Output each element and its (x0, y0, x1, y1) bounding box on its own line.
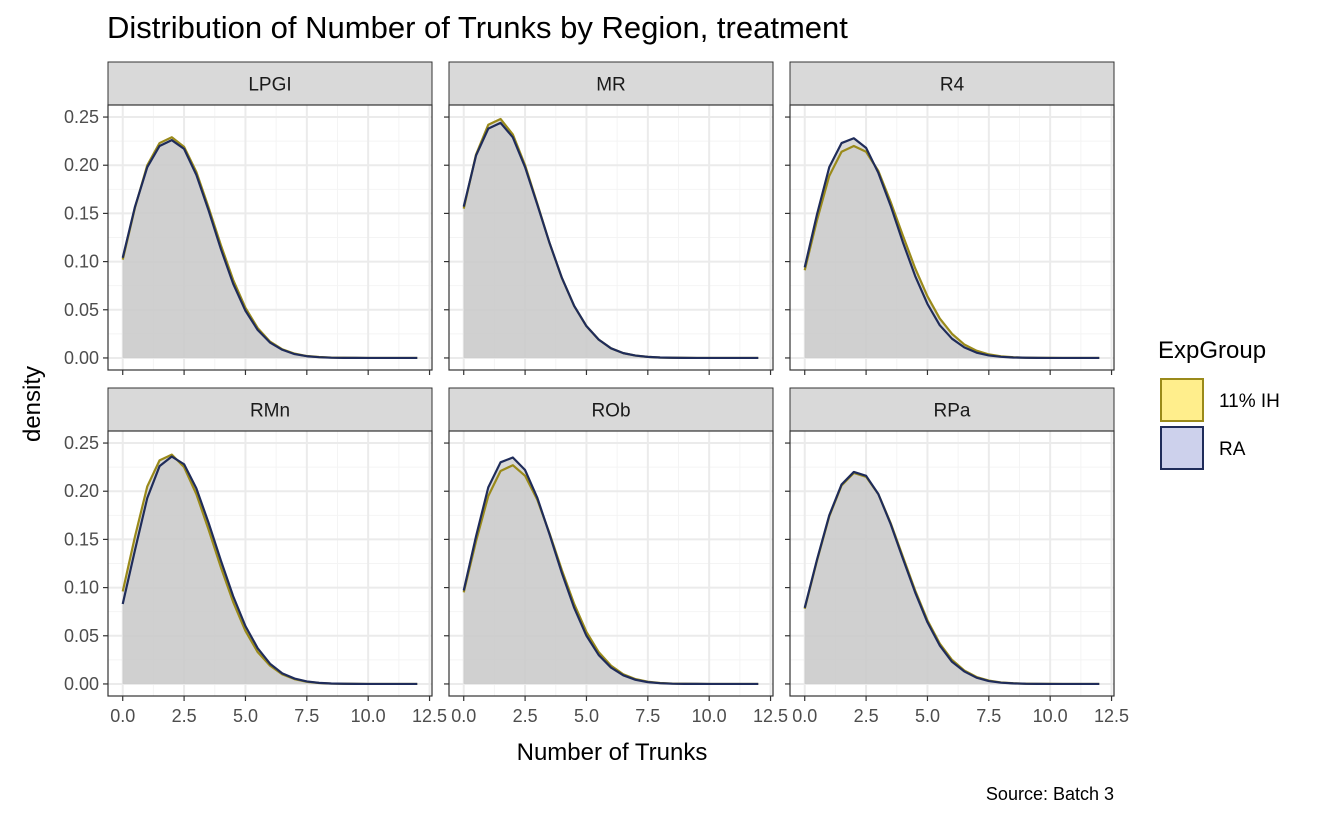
facet-panel-r4: R4 (785, 61, 1115, 375)
density-line-ra (462, 121, 759, 360)
legend-key-swatch (1160, 378, 1204, 422)
x-tick-label: 0.0 (110, 706, 135, 726)
x-tick-label: 0.0 (451, 706, 476, 726)
x-tick-label: 0.0 (792, 706, 817, 726)
x-tick-label: 10.0 (1033, 706, 1068, 726)
x-tick-label: 12.5 (1094, 706, 1129, 726)
facet-strip (789, 61, 1115, 106)
facet-strip (789, 387, 1115, 432)
density-area-ra (804, 138, 1100, 358)
legend-key-swatch (1160, 426, 1204, 470)
density-line-ra (803, 137, 1100, 360)
x-tick-label: 7.5 (976, 706, 1001, 726)
x-tick-label: 5.0 (233, 706, 258, 726)
legend-entry-label: 11% IH (1219, 391, 1280, 412)
y-tick-label: 0.00 (64, 348, 99, 368)
y-tick-label: 0.25 (64, 433, 99, 453)
facet-panel-rob: ROb 0.0 2.5 5.0 7.5 10.0 12.5 (444, 387, 788, 726)
facet-panel-mr: MR (444, 61, 774, 375)
panel-border (448, 104, 774, 371)
panel-border (107, 430, 433, 697)
legend-entry-11-ih: 11% IH (1160, 378, 1280, 422)
facet-panel-lpgi: LPGI 0.00 0.05 0.10 0.15 0.20 0.25 (64, 61, 433, 375)
y-tick-label: 0.10 (64, 252, 99, 272)
y-tick-label: 0.15 (64, 529, 99, 549)
y-tick-label: 0.05 (64, 300, 99, 320)
y-tick-label: 0.20 (64, 481, 99, 501)
density-line-ra (803, 470, 1100, 686)
panel-border (789, 104, 1115, 371)
x-tick-label: 10.0 (351, 706, 386, 726)
density-line-ra (121, 139, 418, 360)
x-tick-label: 2.5 (854, 706, 879, 726)
density-area-ra (804, 471, 1100, 684)
y-axis-title: density (19, 366, 46, 442)
x-axis-title: Number of Trunks (517, 739, 708, 766)
y-tick-label: 0.20 (64, 155, 99, 175)
chart-title: Distribution of Number of Trunks by Regi… (107, 10, 848, 45)
facet-strip (107, 387, 433, 432)
facet-panel-rpa: RPa 0.0 2.5 5.0 7.5 10.0 12.5 (785, 387, 1129, 726)
y-tick-label: 0.00 (64, 674, 99, 694)
facet-strip-label: ROb (591, 401, 630, 422)
legend-entry-ra: RA (1160, 426, 1246, 470)
density-line-ra (462, 456, 759, 686)
density-area-ra (122, 456, 418, 684)
x-tick-label: 10.0 (692, 706, 727, 726)
legend-title: ExpGroup (1158, 337, 1266, 364)
panel-border (448, 430, 774, 697)
x-tick-label: 12.5 (753, 706, 788, 726)
density-area-ra (463, 457, 759, 684)
panel-border (107, 104, 433, 371)
density-line-ra (121, 455, 418, 686)
facet-panels: LPGI 0.00 0.05 0.10 0.15 0.20 0.25 MR R4 RMn 0.00 0… (64, 61, 1129, 726)
facet-strip (448, 61, 774, 106)
y-tick-label: 0.05 (64, 626, 99, 646)
x-tick-label: 5.0 (915, 706, 940, 726)
caption: Source: Batch 3 (986, 784, 1114, 804)
facet-strip-label: MR (596, 75, 626, 96)
x-tick-label: 7.5 (294, 706, 319, 726)
facet-strip-label: R4 (940, 75, 965, 96)
x-tick-label: 5.0 (574, 706, 599, 726)
density-area-ra (122, 140, 418, 358)
facet-strip (107, 61, 433, 106)
y-tick-label: 0.10 (64, 578, 99, 598)
legend: ExpGroup 11% IH RA (1158, 337, 1280, 470)
density-area-ra (463, 122, 759, 358)
x-tick-label: 2.5 (172, 706, 197, 726)
panel-border (789, 430, 1115, 697)
facet-strip-label: RMn (250, 401, 290, 422)
facet-strip-label: RPa (934, 401, 971, 422)
y-tick-label: 0.25 (64, 107, 99, 127)
x-tick-label: 12.5 (412, 706, 447, 726)
facet-strip-label: LPGI (248, 75, 291, 96)
legend-entry-label: RA (1219, 439, 1246, 460)
x-tick-label: 7.5 (635, 706, 660, 726)
x-tick-label: 2.5 (513, 706, 538, 726)
facet-panel-rmn: RMn 0.00 0.05 0.10 0.15 0.20 0.25 0.0 2.5 5.0 7.5 1… (64, 387, 447, 726)
y-tick-label: 0.15 (64, 203, 99, 223)
